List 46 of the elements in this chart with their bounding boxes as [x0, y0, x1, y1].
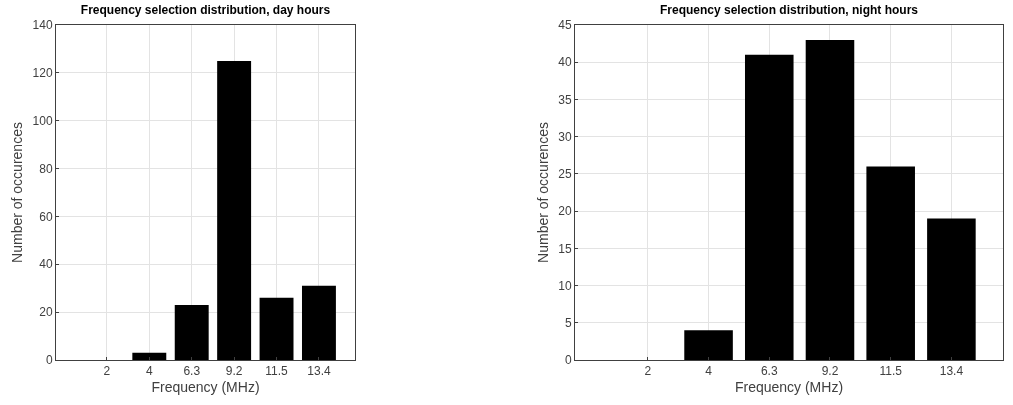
y-axis-title: Number of occurences [9, 122, 26, 263]
x-tick-label: 11.5 [879, 364, 903, 379]
x-tick-label: 11.5 [265, 364, 289, 379]
x-tick-label: 13.4 [307, 364, 331, 379]
y-tick-label: 40 [39, 257, 53, 272]
y-tick-label: 25 [558, 167, 572, 182]
y-tick-label: 100 [32, 113, 53, 128]
y-tick-label: 120 [32, 66, 53, 81]
chart-title: Frequency selection distribution, day hours [80, 3, 331, 18]
y-tick-label: 10 [558, 278, 572, 293]
bar [174, 304, 209, 360]
x-axis-title: Frequency (MHz) [734, 378, 844, 395]
x-tick-label: 6.3 [760, 364, 778, 379]
x-tick-label: 9.2 [821, 364, 839, 379]
y-tick-label: 40 [558, 55, 572, 70]
bar [217, 60, 252, 360]
y-tick-label: 0 [564, 353, 572, 368]
y-tick-label: 80 [39, 161, 53, 176]
bar [805, 39, 855, 360]
bar [927, 218, 976, 360]
x-tick-label: 4 [705, 364, 713, 379]
y-tick-label: 45 [558, 18, 572, 33]
x-axis-title: Frequency (MHz) [151, 378, 260, 395]
y-tick-label: 0 [45, 353, 53, 368]
y-tick-label: 30 [558, 129, 572, 144]
y-tick-label: 20 [558, 204, 572, 219]
y-tick-label: 35 [558, 92, 572, 107]
y-tick-label: 15 [558, 241, 572, 256]
x-tick-label: 6.3 [183, 364, 201, 379]
y-tick-label: 20 [39, 305, 53, 320]
y-tick-label: 60 [39, 209, 53, 224]
x-tick-label: 4 [145, 364, 153, 379]
bar [132, 352, 167, 360]
x-tick-label: 13.4 [939, 364, 964, 379]
x-tick-label: 2 [103, 364, 111, 379]
y-axis-title: Number of occurences [534, 122, 551, 263]
bar [744, 54, 794, 360]
bar [259, 297, 294, 360]
y-tick-label: 5 [564, 315, 572, 330]
x-tick-label: 9.2 [225, 364, 243, 379]
chart-title: Frequency selection distribution, night hours [659, 3, 919, 18]
bar [866, 166, 915, 360]
y-tick-label: 140 [32, 18, 53, 33]
bar [684, 330, 733, 360]
x-tick-label: 2 [644, 364, 652, 379]
bar [301, 285, 336, 360]
